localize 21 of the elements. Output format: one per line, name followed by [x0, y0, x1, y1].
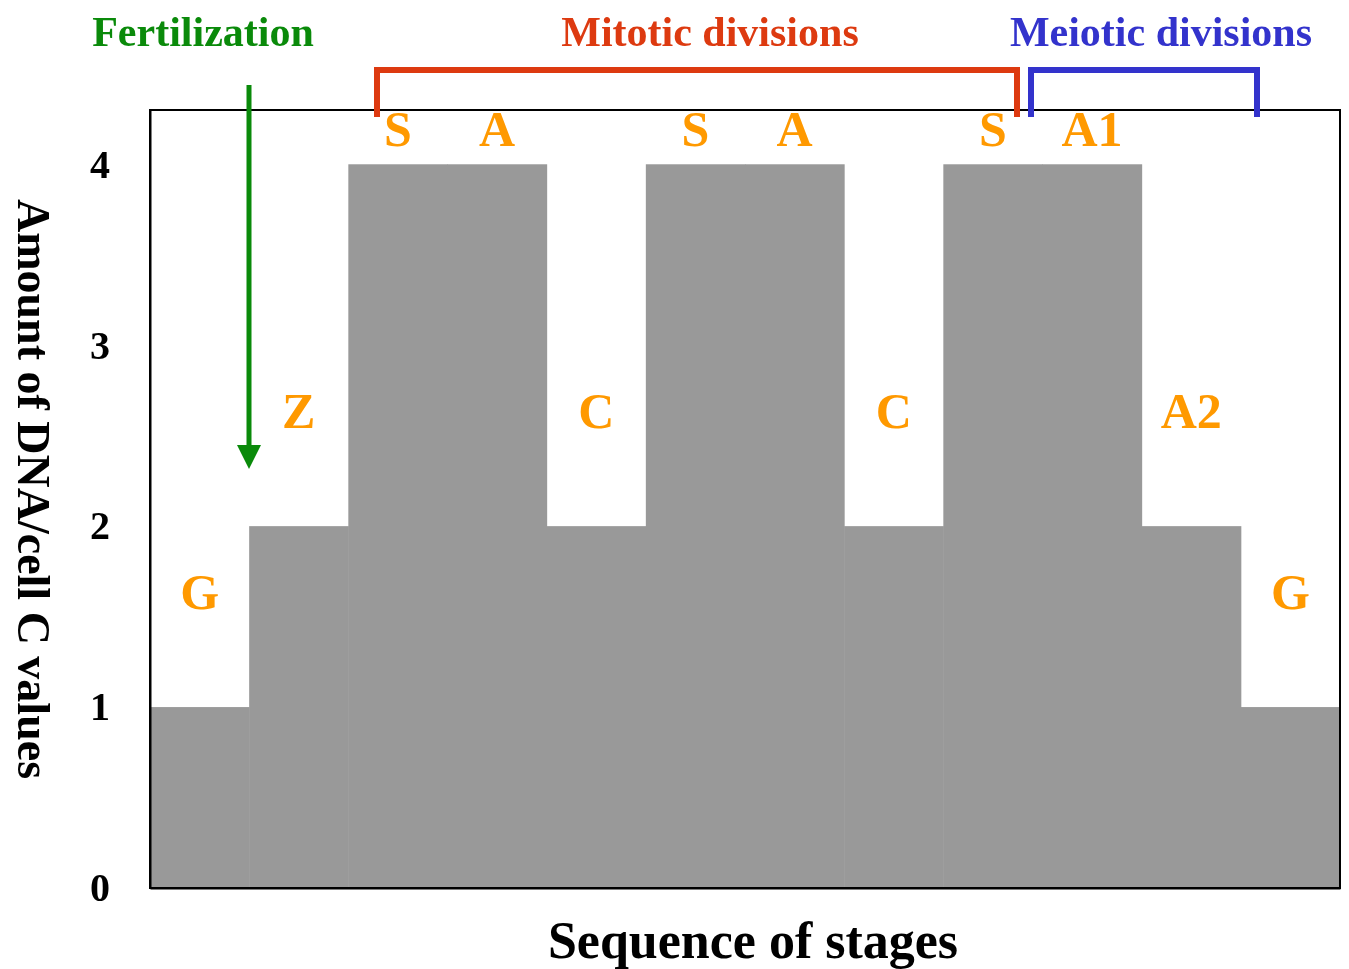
text: Meiotic divisions [1009, 9, 1313, 55]
x-tick-label: S [384, 101, 412, 157]
x-tick-label: S [681, 101, 710, 157]
x-tick-label: Z [282, 383, 316, 440]
text: Fertilization [92, 9, 314, 55]
y-tick-label: 3 [90, 322, 110, 368]
y-tick-label: 2 [90, 503, 110, 549]
y-axis-title: Amount of DNA/cell C values [8, 198, 59, 780]
y-tick-label: 0 [90, 865, 110, 911]
x-tick-label: A2 [1160, 383, 1222, 440]
x-tick-label: A1 [1061, 101, 1123, 157]
x-tick-label: C [578, 383, 615, 440]
x-tick-label: A [776, 101, 813, 157]
y-tick-label: 1 [90, 684, 110, 730]
x-tick-label: G [1270, 564, 1310, 621]
x-tick-label: A [479, 101, 516, 157]
x-tick-label: C [875, 383, 912, 440]
y-tick-label: 4 [90, 141, 110, 187]
x-tick-label: S [979, 101, 1007, 157]
x-tick-label: G [180, 564, 220, 621]
text: Mitotic divisions [561, 9, 859, 55]
